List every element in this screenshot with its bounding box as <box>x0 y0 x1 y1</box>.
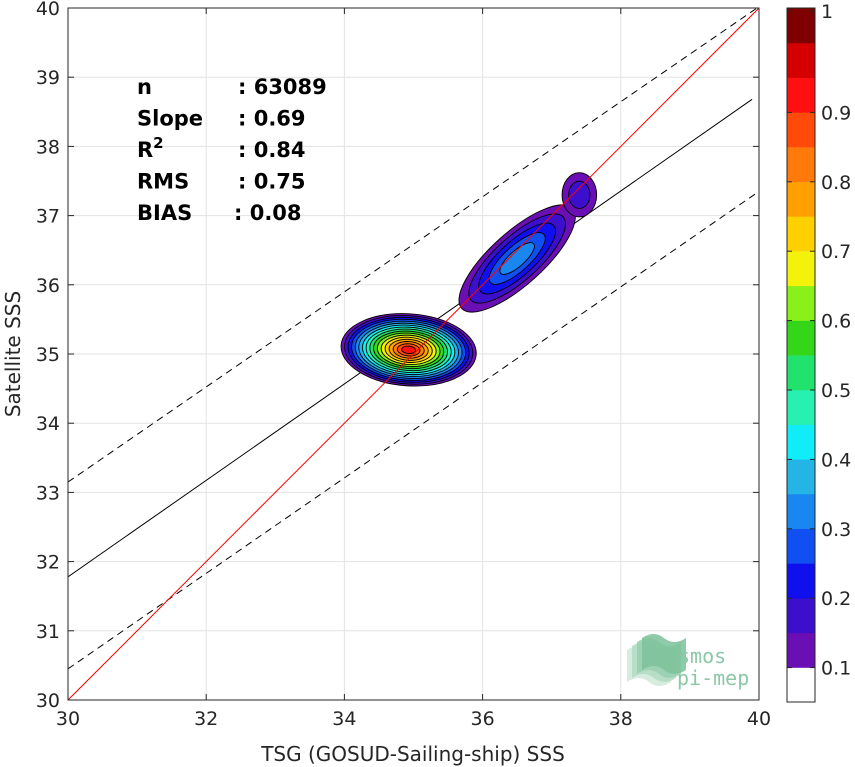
upper-bound-line <box>68 8 758 483</box>
x-tick-label: 40 <box>747 708 771 730</box>
y-tick-label: 38 <box>36 136 60 158</box>
logo-wave <box>642 634 686 674</box>
colorbar-segment <box>787 459 815 495</box>
colorbar-segment <box>787 355 815 391</box>
colorbar: 0.1 0.2 0.3 0.4 0.5 0.6 0.7 0.8 0.9 1 <box>786 1 851 703</box>
y-axis-label: Satellite SSS <box>1 291 25 417</box>
y-tick-label: 30 <box>36 690 60 712</box>
colorbar-tick-label: 0.7 <box>821 241 851 263</box>
density-cluster <box>340 313 477 387</box>
y-tick-label: 36 <box>36 275 60 297</box>
colorbar-segment <box>787 77 815 113</box>
colorbar-segment <box>787 563 815 599</box>
colorbar-segment <box>787 320 815 356</box>
stat-value: : 63089 <box>238 75 327 99</box>
stat-key: n <box>137 75 152 99</box>
x-axis-label: TSG (GOSUD-Sailing-ship) SSS <box>260 742 565 766</box>
colorbar-segment <box>787 112 815 148</box>
colorbar-tick-label: 0.9 <box>821 102 851 124</box>
logo-waves-icon <box>627 634 686 686</box>
colorbar-segment <box>787 493 815 529</box>
stat-value: : 0.84 <box>238 138 306 162</box>
colorbar-tick-label: 0.1 <box>821 658 851 680</box>
y-tick-label: 39 <box>36 67 60 89</box>
colorbar-segment <box>787 597 815 634</box>
stat-value: : 0.08 <box>234 201 302 225</box>
y-tick-label: 31 <box>36 621 60 643</box>
colorbar-segment <box>787 181 815 217</box>
x-tick-label: 34 <box>332 708 356 730</box>
logo-text-smos: smos <box>678 644 726 668</box>
colorbar-tick-label: 0.4 <box>821 449 851 471</box>
colorbar-tick-label: 0.3 <box>821 519 851 541</box>
x-tick-label: 32 <box>194 708 218 730</box>
colorbar-segment <box>787 632 815 668</box>
stat-key-superscript: 2 <box>153 134 163 152</box>
y-tick-label: 40 <box>36 0 60 20</box>
colorbar-segment <box>787 528 815 564</box>
colorbar-tick-label: 1 <box>821 1 833 23</box>
axis-ticks: 30 32 34 36 38 40 30 31 32 33 34 35 36 37 38 39 40 <box>36 0 771 730</box>
colorbar-segment <box>787 667 815 703</box>
colorbar-segment <box>787 8 815 44</box>
foreground-lines <box>68 8 759 700</box>
stat-key: BIAS <box>137 201 192 225</box>
x-tick-label: 38 <box>609 708 633 730</box>
logo-text-pimep: pi-mep <box>677 666 749 690</box>
y-tick-label: 33 <box>36 482 60 504</box>
y-tick-label: 37 <box>36 206 60 228</box>
colorbar-segment <box>787 250 815 287</box>
x-tick-label: 30 <box>56 708 80 730</box>
one-to-one-line <box>68 8 759 700</box>
colorbar-tick-label: 0.8 <box>821 172 851 194</box>
colorbar-segment <box>787 216 815 252</box>
colorbar-tick-label: 0.6 <box>821 311 851 333</box>
stat-value: : 0.75 <box>238 170 306 194</box>
y-tick-label: 35 <box>36 344 60 366</box>
contour-level <box>568 180 591 209</box>
colorbar-frame <box>786 7 816 703</box>
colorbar-segment <box>787 389 815 425</box>
colorbar-tick-label: 0.2 <box>821 588 851 610</box>
colorbar-segment <box>787 146 815 182</box>
stat-key: Slope <box>137 107 203 131</box>
stat-key: RMS <box>137 170 189 194</box>
x-tick-label: 36 <box>471 708 495 730</box>
colorbar-segment <box>787 42 815 78</box>
y-tick-label: 34 <box>36 413 60 435</box>
colorbar-segment <box>787 285 815 321</box>
stat-value: : 0.69 <box>238 107 306 131</box>
y-tick-label: 32 <box>36 552 60 574</box>
contour-level <box>499 242 535 275</box>
density-cluster <box>561 172 598 218</box>
colorbar-segment <box>787 424 815 460</box>
colorbar-tick-label: 0.5 <box>821 380 851 402</box>
density-contours <box>340 172 598 387</box>
contour-level <box>401 345 417 355</box>
lower-bound-line <box>68 190 759 670</box>
